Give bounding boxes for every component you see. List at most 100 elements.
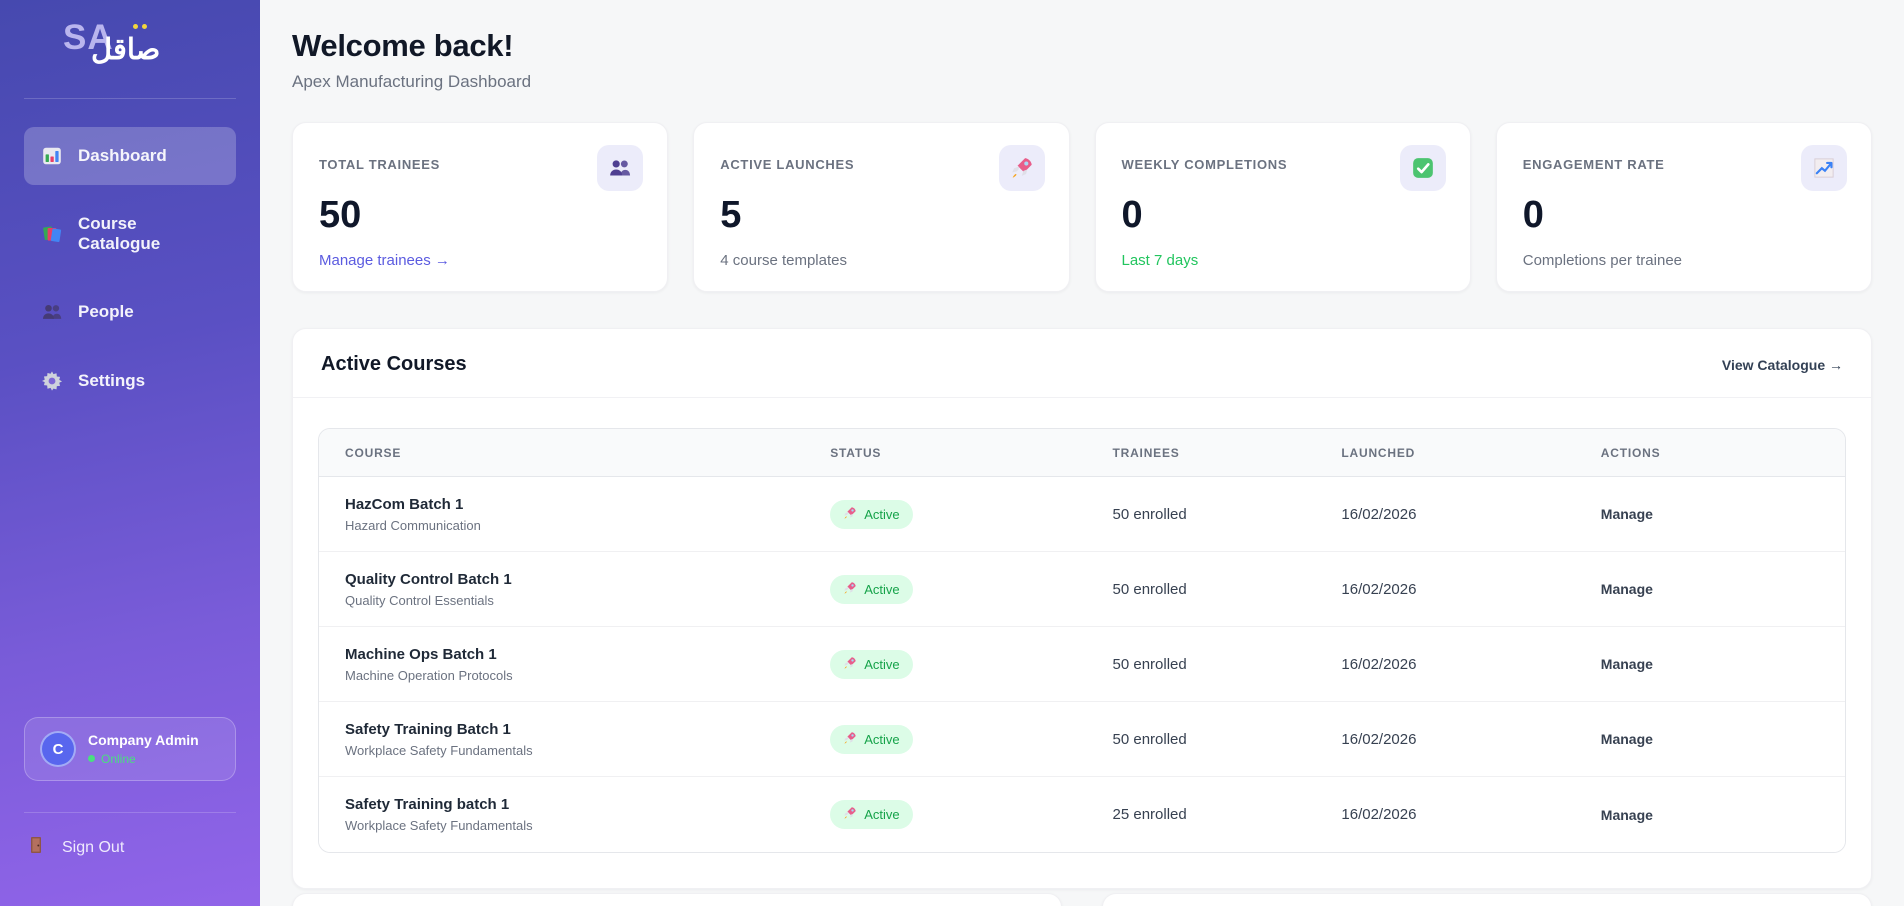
status-cell: Active — [830, 800, 1112, 829]
status-badge: Active — [830, 649, 913, 679]
sidebar-divider — [24, 98, 236, 99]
sidebar-nav-item[interactable]: Course Catalogue — [24, 196, 236, 272]
stat-card: WEEKLY COMPLETIONS 0 Last 7 days — [1094, 122, 1471, 292]
course-name: HazCom Batch 1 — [345, 495, 464, 513]
check-icon — [1399, 145, 1446, 191]
course-name: Safety Training Batch 1 — [345, 720, 511, 738]
rocket-icon — [843, 656, 857, 673]
stat-value: 0 — [1522, 194, 1544, 236]
partial-card-left — [292, 893, 1062, 906]
stat-footer[interactable]: Completions per trainee — [1522, 252, 1683, 269]
logo-arabic-text: صاقل — [91, 34, 161, 66]
column-header-launched: LAUNCHED — [1341, 445, 1416, 460]
course-row: Quality Control Batch 1 Quality Control … — [319, 552, 1845, 627]
user-name: Company Admin — [88, 732, 199, 749]
course-cell: Quality Control Batch 1 Quality Control … — [319, 571, 830, 608]
course-row: Machine Ops Batch 1 Machine Operation Pr… — [319, 627, 1845, 702]
course-template: Machine Operation Protocols — [345, 667, 513, 683]
sidebar-nav-item[interactable]: Settings — [24, 352, 236, 410]
active-courses-header: Active Courses View Catalogue → — [293, 329, 1871, 398]
column-header-course: COURSE — [345, 445, 402, 460]
sidebar-nav-item[interactable]: Dashboard — [24, 127, 236, 185]
status-badge: Active — [830, 724, 913, 754]
stats-grid: TOTAL TRAINEES 50 Manage trainees → ACTI… — [292, 122, 1872, 292]
launched-cell: 16/02/2026 — [1341, 730, 1417, 748]
users-icon — [597, 145, 644, 191]
stat-footer[interactable]: Last 7 days — [1121, 252, 1199, 269]
stat-label: ACTIVE LAUNCHES — [720, 157, 855, 172]
course-row: Safety Training batch 1 Workplace Safety… — [319, 777, 1845, 852]
status-badge: Active — [830, 800, 913, 829]
manage-button[interactable]: Manage — [1600, 731, 1653, 747]
sidebar-nav-item[interactable]: People — [24, 283, 236, 341]
stat-label: TOTAL TRAINEES — [319, 157, 441, 172]
course-template: Quality Control Essentials — [345, 592, 494, 608]
manage-button[interactable]: Manage — [1600, 506, 1653, 522]
rocket-icon — [843, 806, 857, 823]
sign-out-button[interactable]: Sign Out — [24, 813, 236, 906]
trainees-cell: 50 enrolled — [1112, 580, 1187, 598]
column-header-actions: ACTIONS — [1600, 445, 1661, 460]
status-cell: Active — [830, 649, 1112, 679]
course-row: Safety Training Batch 1 Workplace Safety… — [319, 702, 1845, 777]
stat-value: 0 — [1121, 194, 1143, 236]
trainees-cell: 50 enrolled — [1112, 655, 1187, 673]
courses-table-body: HazCom Batch 1 Hazard Communication Acti… — [319, 477, 1845, 852]
user-status: Online — [88, 752, 199, 766]
stat-footer[interactable]: 4 course templates — [720, 252, 847, 269]
avatar: C — [40, 731, 76, 767]
launched-cell: 16/02/2026 — [1341, 806, 1417, 823]
course-row: HazCom Batch 1 Hazard Communication Acti… — [319, 477, 1845, 552]
status-badge: Active — [830, 499, 913, 529]
active-courses-title: Active Courses — [321, 353, 467, 375]
stat-footer[interactable]: Manage trainees → — [319, 252, 450, 269]
status-cell: Active — [830, 724, 1112, 754]
column-header-status: STATUS — [830, 445, 882, 460]
stat-label: ENGAGEMENT RATE — [1522, 157, 1665, 172]
launched-cell: 16/02/2026 — [1341, 655, 1417, 673]
manage-button[interactable]: Manage — [1600, 581, 1653, 597]
status-badge-label: Active — [864, 656, 900, 672]
sidebar: SA صاقل Dashboard Course Catalogue Peopl… — [0, 0, 260, 906]
status-cell: Active — [830, 574, 1112, 604]
status-badge: Active — [830, 574, 913, 604]
manage-button[interactable]: Manage — [1600, 656, 1653, 672]
status-badge-label: Active — [864, 807, 900, 822]
stat-card: ENGAGEMENT RATE 0 Completions per traine… — [1495, 122, 1872, 292]
course-cell: Safety Training batch 1 Workplace Safety… — [319, 796, 830, 833]
course-name: Quality Control Batch 1 — [345, 570, 512, 588]
trainees-cell: 50 enrolled — [1112, 730, 1187, 748]
page-subtitle: Apex Manufacturing Dashboard — [292, 72, 532, 91]
stat-label: WEEKLY COMPLETIONS — [1121, 157, 1288, 172]
status-badge-label: Active — [864, 506, 900, 522]
course-cell: HazCom Batch 1 Hazard Communication — [319, 496, 830, 533]
people-icon — [41, 301, 63, 323]
status-badge-label: Active — [864, 581, 900, 597]
rocket-icon — [843, 506, 857, 523]
online-dot-icon — [88, 755, 95, 763]
logo-accent-dots — [133, 24, 138, 29]
user-status-label: Online — [101, 751, 136, 766]
status-cell: Active — [830, 499, 1112, 529]
bar-chart-icon — [41, 145, 63, 167]
trainees-cell: 25 enrolled — [1112, 806, 1187, 823]
stat-card: ACTIVE LAUNCHES 5 4 course templates — [693, 122, 1070, 292]
stat-card: TOTAL TRAINEES 50 Manage trainees → — [292, 122, 669, 292]
books-icon — [41, 223, 63, 245]
rocket-icon — [998, 145, 1045, 191]
column-header-trainees: TRAINEES — [1112, 445, 1180, 460]
manage-button[interactable]: Manage — [1600, 806, 1653, 823]
signout-divider — [24, 812, 236, 813]
course-template: Workplace Safety Fundamentals — [345, 818, 533, 833]
nav-item-label: Course Catalogue — [78, 214, 161, 253]
course-template: Hazard Communication — [345, 517, 481, 533]
view-catalogue-link[interactable]: View Catalogue → — [1721, 356, 1843, 373]
stat-value: 5 — [720, 194, 742, 236]
user-card[interactable]: C Company Admin Online — [24, 717, 236, 781]
launched-cell: 16/02/2026 — [1341, 505, 1417, 523]
rocket-icon — [843, 581, 857, 598]
trainees-cell: 50 enrolled — [1112, 505, 1187, 523]
course-cell: Safety Training Batch 1 Workplace Safety… — [319, 721, 830, 758]
nav-item-label: Settings — [78, 371, 146, 390]
below-fold-cards — [292, 893, 1872, 906]
